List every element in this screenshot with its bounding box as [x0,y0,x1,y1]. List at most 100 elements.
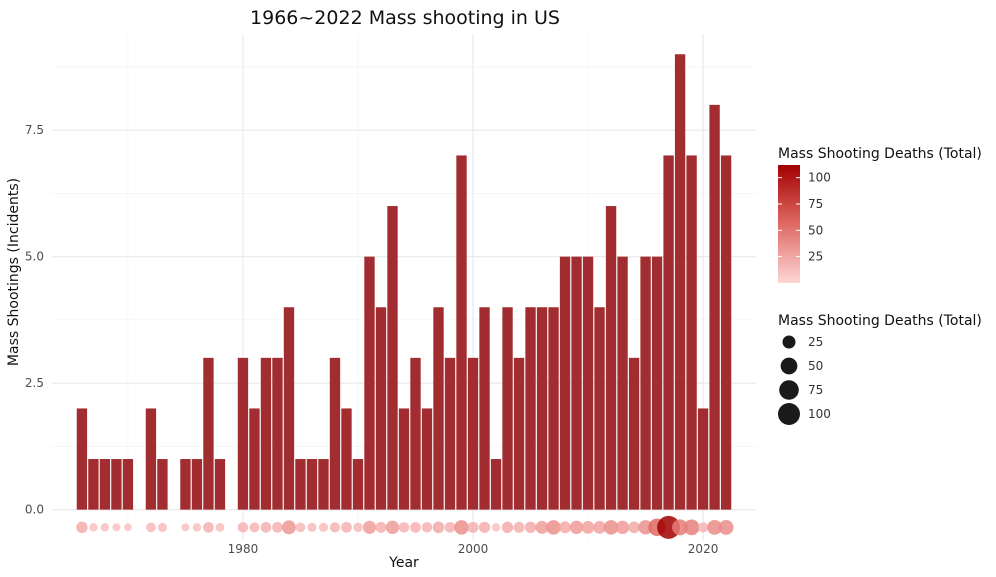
bar [720,155,732,510]
death-dot [146,522,156,533]
bar [513,357,525,510]
x-tick-label: 2020 [688,542,719,556]
bar [283,307,295,510]
bar [433,307,444,510]
death-dot [672,519,689,536]
death-dot [501,521,514,534]
death-dot [581,521,595,534]
color-legend-label: 100 [808,171,831,185]
death-dot [272,521,283,533]
death-dot [410,521,421,533]
bar [709,104,720,510]
size-legend-dot [779,380,799,400]
color-legend-ticks: 100 75 50 25 [778,171,831,264]
bar [272,357,283,510]
death-dot [454,520,469,535]
bar [502,307,513,510]
death-dot [249,522,260,533]
death-dot [628,521,640,534]
bar [295,459,306,510]
bar [76,408,88,510]
bar [525,307,536,510]
size-legend-title: Mass Shooting Deaths (Total) [778,313,982,329]
death-dot [697,522,709,533]
death-dot [341,521,352,533]
bar [191,459,203,510]
bar [341,408,352,510]
death-dot [559,521,571,534]
death-dot [100,523,110,532]
bar [157,459,168,510]
bar [122,459,134,510]
bar [444,357,456,510]
bar [145,408,157,510]
death-dot [260,521,272,533]
death-dot [112,523,121,532]
bar [203,357,214,510]
death-dot [432,521,445,534]
bars [76,54,732,510]
death-dot [375,521,387,533]
bar [467,357,479,510]
death-dot [603,520,619,535]
death-dot [615,520,630,535]
bar [697,408,709,510]
death-dot [237,522,249,533]
bar [674,54,686,510]
bar [318,459,329,510]
bar [398,408,410,510]
death-dot [215,522,225,532]
bar [329,357,341,510]
death-dot [398,522,410,533]
death-dot [203,521,214,533]
death-dot [318,522,329,532]
death-dot [282,520,296,535]
x-tick-label: 2000 [458,542,489,556]
bar [410,357,421,510]
death-dot [467,521,479,533]
size-legend-label: 25 [808,335,823,349]
color-legend-label: 75 [808,197,823,211]
death-dot [421,522,433,533]
bar [686,155,697,510]
bar [111,459,122,510]
y-tick-label: 5.0 [25,250,44,264]
death-dot [353,522,363,533]
color-legend-title: Mass Shooting Deaths (Total) [778,146,982,162]
death-dot [683,519,700,536]
bar [640,256,651,510]
y-tick-label: 0.0 [25,503,44,517]
bar [375,307,387,510]
death-dot [89,523,98,532]
death-dot [513,521,525,533]
death-dot [718,519,734,535]
axes: 0.0 2.5 5.0 7.5 1980 2000 2020 [25,123,718,556]
death-dot [307,522,317,532]
size-legend-dot [778,403,800,425]
death-dot [491,523,501,532]
x-axis-label: Year [388,555,419,571]
bar [387,206,398,510]
death-dot [329,522,341,533]
y-tick-label: 2.5 [25,376,44,390]
color-legend-bar [778,165,800,283]
death-dot [362,520,377,534]
size-legend-label: 100 [808,407,831,421]
size-legend-label: 50 [808,359,823,373]
size-legend-label: 75 [808,383,823,397]
death-dot [76,521,88,534]
bar [536,307,548,510]
death-dot [478,521,491,533]
death-dot [657,515,681,539]
bar [548,307,559,510]
bar [260,357,272,510]
bar [421,408,433,510]
death-dot [569,520,584,535]
bar [214,459,226,510]
death-dot [295,522,306,533]
x-tick-label: 1980 [228,542,259,556]
death-dot [593,521,606,534]
bar [594,307,605,510]
bar [605,206,617,510]
